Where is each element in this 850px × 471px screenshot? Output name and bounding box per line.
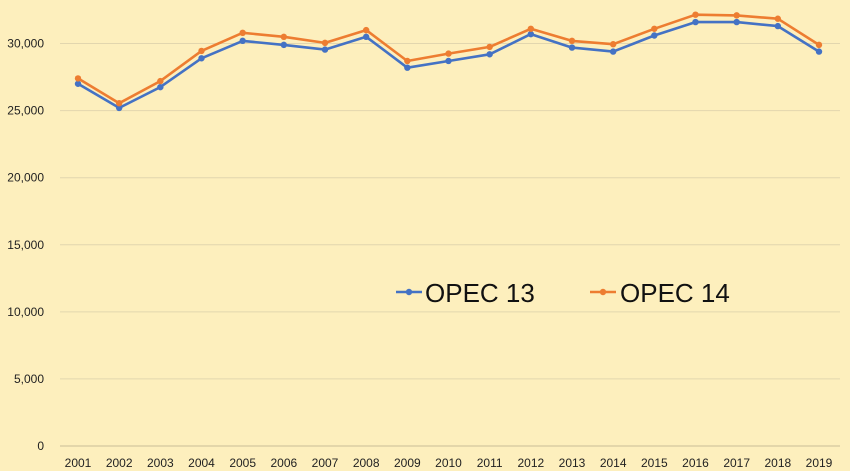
data-point <box>609 41 617 48</box>
data-point <box>115 100 123 107</box>
data-point <box>115 104 123 112</box>
data-point <box>362 33 370 41</box>
legend-marker <box>405 288 413 296</box>
data-point <box>692 11 699 18</box>
x-tick-label: 2008 <box>353 456 380 470</box>
x-tick-label: 2005 <box>229 456 256 470</box>
y-tick-label: 0 <box>37 439 44 453</box>
x-tick-label: 2001 <box>65 456 92 470</box>
data-point <box>527 30 535 38</box>
data-point <box>651 32 658 39</box>
data-point <box>157 83 164 91</box>
data-point <box>445 50 452 57</box>
y-tick-label: 25,000 <box>7 104 44 118</box>
x-tick-label: 2017 <box>723 456 750 470</box>
x-tick-label: 2002 <box>106 456 133 470</box>
x-tick-label: 2007 <box>312 456 339 470</box>
x-tick-label: 2009 <box>394 456 421 470</box>
data-point <box>445 57 452 65</box>
x-tick-label: 2018 <box>764 456 791 470</box>
y-tick-label: 10,000 <box>7 305 44 319</box>
y-axis-ticks: 0 5,000 10,000 15,000 20,000 25,000 30,000 <box>7 37 44 453</box>
data-point <box>74 75 82 82</box>
data-point <box>568 44 576 51</box>
legend-marker <box>599 288 607 296</box>
data-point <box>280 33 288 41</box>
data-point <box>404 64 411 71</box>
y-tick-label: 20,000 <box>7 171 44 185</box>
y-tick-label: 15,000 <box>7 238 44 252</box>
y-tick-label: 30,000 <box>7 37 44 51</box>
x-tick-label: 2004 <box>188 456 215 470</box>
x-tick-label: 2016 <box>682 456 709 470</box>
data-point <box>733 12 740 19</box>
data-point <box>815 41 823 49</box>
data-point <box>321 39 329 47</box>
x-tick-label: 2011 <box>477 456 503 470</box>
data-point <box>568 37 576 45</box>
data-point <box>486 51 493 58</box>
data-point <box>280 41 288 49</box>
data-point <box>157 77 164 85</box>
data-point <box>239 29 246 37</box>
x-tick-label: 2014 <box>600 456 627 470</box>
x-tick-label: 2019 <box>806 456 833 470</box>
data-point <box>198 55 205 62</box>
x-tick-label: 2010 <box>435 456 462 470</box>
x-tick-label: 2015 <box>641 456 668 470</box>
gridlines <box>60 43 840 447</box>
data-point <box>362 26 370 34</box>
y-tick-label: 5,000 <box>14 372 44 386</box>
series-lines <box>74 11 823 112</box>
x-tick-label: 2013 <box>559 456 586 470</box>
x-axis-ticks: 2001 2002 2003 2004 2005 2006 2007 2008 2009 2010… <box>65 456 833 470</box>
data-point <box>74 80 82 87</box>
data-point <box>321 46 329 53</box>
data-point <box>609 48 617 55</box>
data-point <box>486 43 493 51</box>
legend: OPEC 13 OPEC 14 <box>396 278 730 308</box>
x-tick-label: 2003 <box>147 456 174 470</box>
data-point <box>774 15 782 22</box>
x-tick-label: 2006 <box>270 456 297 470</box>
legend-label: OPEC 13 <box>425 278 535 308</box>
data-point <box>404 57 411 65</box>
series-line-1 <box>77 20 820 110</box>
data-point <box>733 18 740 26</box>
data-point <box>198 47 205 55</box>
legend-label: OPEC 14 <box>620 278 730 308</box>
data-point <box>692 18 699 26</box>
data-point <box>815 48 823 55</box>
data-point <box>527 25 535 32</box>
data-point <box>239 37 246 45</box>
data-point <box>774 22 782 30</box>
data-point <box>651 25 658 32</box>
x-tick-label: 2012 <box>517 456 544 470</box>
